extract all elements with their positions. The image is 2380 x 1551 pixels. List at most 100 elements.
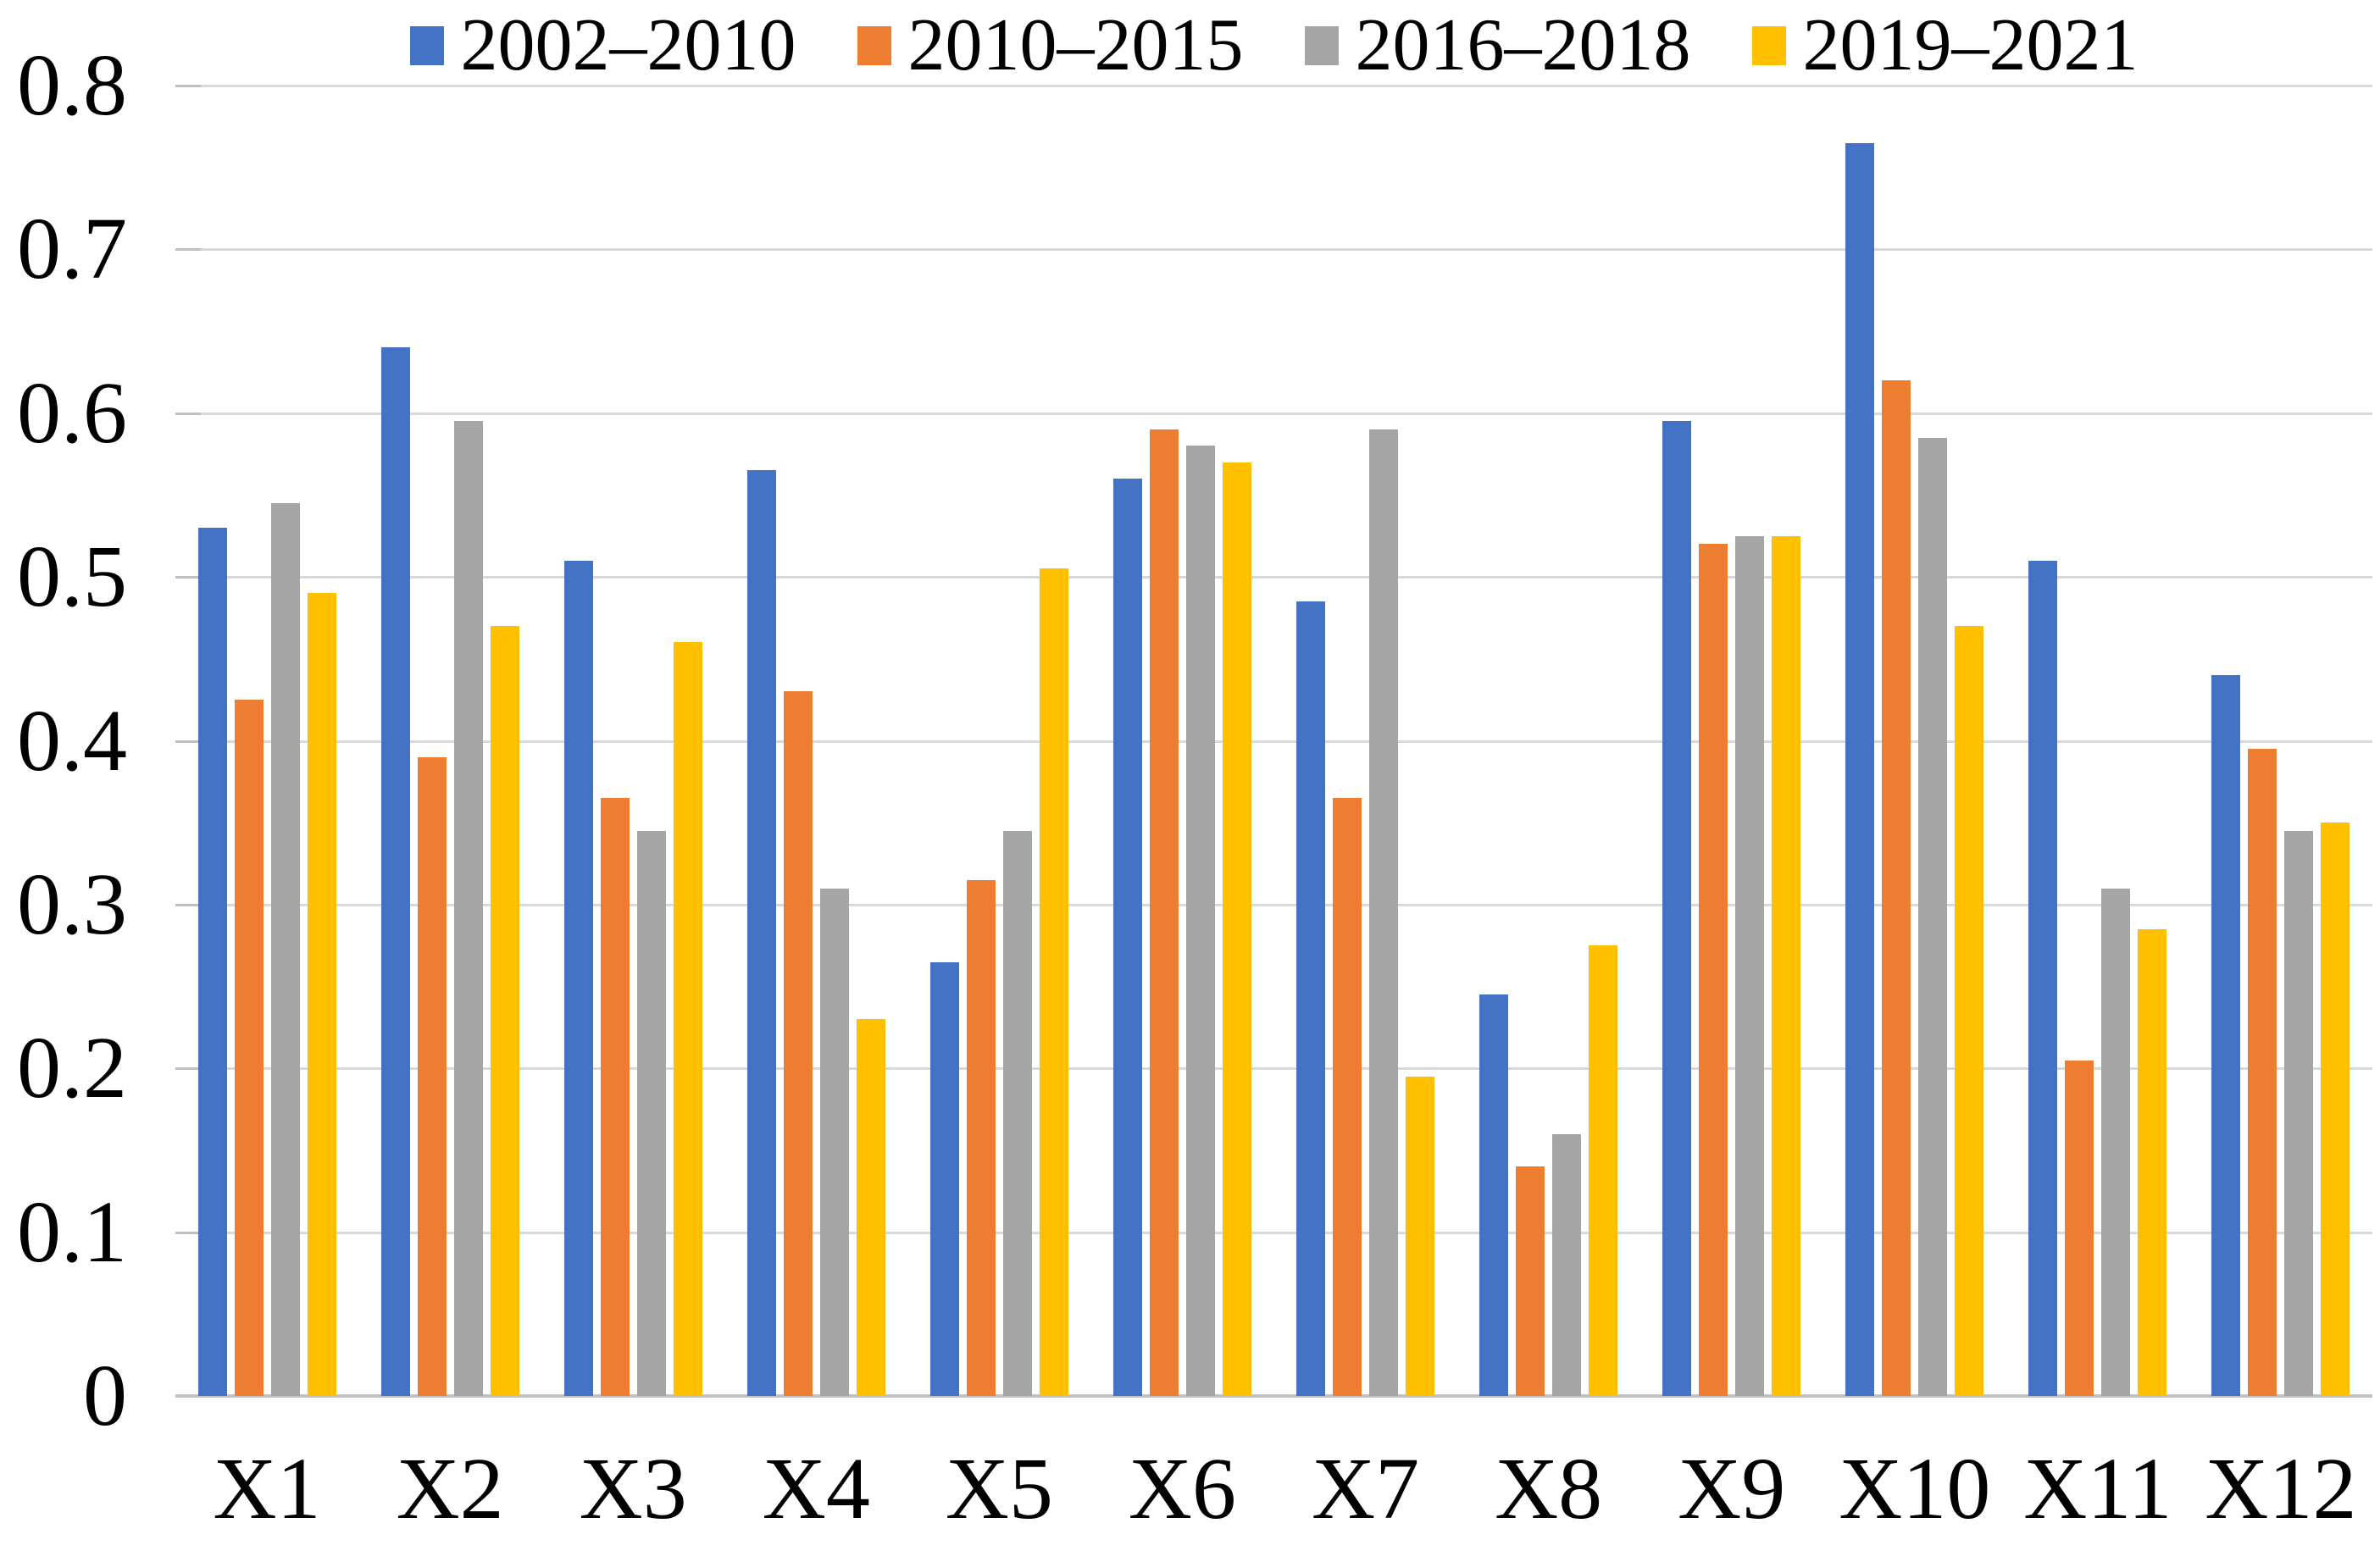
x-category-label: X12	[2205, 1440, 2357, 1537]
y-tick-mark	[175, 85, 201, 87]
y-tick-label: 0.7	[17, 200, 127, 298]
x-category-label: X2	[396, 1440, 504, 1537]
legend-label: 2002–2010	[460, 4, 796, 86]
bar-X8-2019-2021	[1589, 945, 1618, 1396]
bar-X6-2002-2010	[1112, 479, 1142, 1396]
y-tick-mark	[175, 248, 201, 252]
bar-X1-2002-2010	[197, 528, 227, 1396]
bar-X7-2016-2018	[1369, 429, 1399, 1396]
bar-X7-2019-2021	[1406, 1076, 1435, 1396]
bar-X2-2010-2015	[417, 756, 447, 1396]
bar-X8-2002-2010	[1479, 994, 1509, 1396]
legend-item: 2019–2021	[1751, 4, 2139, 86]
y-gridline	[175, 739, 2372, 743]
y-tick-label: 0.5	[17, 528, 127, 626]
legend-label: 2019–2021	[1802, 4, 2139, 86]
y-gridline	[175, 248, 2372, 252]
bar-X8-2016-2018	[1552, 1133, 1582, 1396]
bar-X8-2010-2015	[1516, 1166, 1545, 1396]
bar-X11-2016-2018	[2101, 888, 2131, 1396]
y-tick-label: 0.1	[17, 1183, 127, 1281]
bar-X3-2019-2021	[673, 642, 702, 1396]
bar-X10-2019-2021	[1955, 626, 1984, 1396]
x-category-label: X9	[1678, 1440, 1786, 1537]
y-gridline	[175, 903, 2372, 906]
bar-X6-2016-2018	[1185, 446, 1215, 1396]
bar-X10-2016-2018	[1918, 437, 1948, 1396]
bar-X5-2002-2010	[929, 961, 959, 1396]
legend-item: 2010–2015	[857, 8, 1244, 83]
y-gridline	[175, 85, 2372, 87]
bar-X10-2010-2015	[1882, 380, 1911, 1396]
y-tick-mark	[175, 412, 201, 415]
legend-label: 2010–2015	[907, 4, 1244, 86]
bar-X10-2002-2010	[1845, 142, 1875, 1396]
y-tick-label: 0.8	[17, 36, 127, 134]
bar-X2-2002-2010	[380, 347, 410, 1396]
bar-X11-2010-2015	[2065, 1060, 2094, 1396]
y-gridline	[175, 576, 2372, 579]
bar-X5-2019-2021	[1039, 568, 1068, 1396]
x-category-label: X7	[1311, 1440, 1420, 1537]
bar-X3-2016-2018	[636, 830, 666, 1396]
y-tick-mark	[175, 903, 201, 906]
y-gridline	[175, 1231, 2372, 1234]
bar-X12-2010-2015	[2248, 749, 2277, 1396]
legend-swatch-icon	[857, 26, 891, 65]
y-tick-mark	[175, 576, 201, 579]
bar-X4-2016-2018	[819, 888, 849, 1396]
y-tick-mark	[175, 1067, 201, 1071]
x-category-label: X4	[762, 1440, 870, 1537]
bar-X1-2019-2021	[307, 593, 336, 1396]
legend-swatch-icon	[1304, 26, 1339, 65]
x-category-label: X5	[945, 1440, 1053, 1537]
bar-X1-2016-2018	[270, 503, 300, 1396]
bar-X11-2019-2021	[2138, 928, 2167, 1396]
bar-X6-2019-2021	[1222, 462, 1251, 1396]
bar-X2-2019-2021	[490, 626, 519, 1396]
y-tick-label: 0.4	[17, 691, 127, 789]
bar-X4-2002-2010	[746, 470, 776, 1396]
legend-item: 2016–2018	[1304, 4, 1691, 86]
legend-swatch-icon	[409, 26, 444, 65]
bar-X9-2010-2015	[1699, 544, 1728, 1396]
x-category-label: X6	[1128, 1440, 1236, 1537]
x-category-label: X1	[213, 1440, 321, 1537]
bar-X9-2002-2010	[1662, 421, 1692, 1396]
bar-X5-2016-2018	[1002, 830, 1032, 1396]
bar-X2-2016-2018	[453, 421, 483, 1396]
bar-X12-2016-2018	[2284, 830, 2314, 1396]
x-category-label: X11	[2023, 1440, 2172, 1537]
y-tick-mark	[175, 739, 201, 743]
y-tick-label: 0.3	[17, 855, 127, 953]
legend-swatch-icon	[1751, 26, 1786, 65]
chart-legend: 2002–2010 2010–2015 2016–2018 2019–2021	[175, 8, 2372, 83]
y-tick-label: 0.6	[17, 363, 127, 462]
x-category-label: X10	[1839, 1440, 1991, 1537]
x-category-label: X8	[1495, 1440, 1603, 1537]
y-tick-label: 0	[83, 1347, 127, 1444]
y-gridline	[175, 1067, 2372, 1071]
y-tick-mark	[175, 1231, 201, 1234]
bar-X3-2010-2015	[600, 798, 630, 1396]
bar-X1-2010-2015	[234, 700, 264, 1396]
bar-X3-2002-2010	[563, 560, 593, 1396]
x-category-label: X3	[579, 1440, 687, 1537]
bar-X4-2019-2021	[856, 1019, 885, 1396]
bar-X7-2010-2015	[1333, 798, 1362, 1396]
bar-X9-2016-2018	[1735, 535, 1765, 1396]
y-gridline	[175, 412, 2372, 415]
bar-X5-2010-2015	[966, 879, 996, 1396]
bar-X6-2010-2015	[1149, 429, 1179, 1396]
bar-X4-2010-2015	[783, 691, 813, 1396]
bar-X9-2019-2021	[1772, 535, 1801, 1396]
legend-label: 2016–2018	[1355, 4, 1691, 86]
y-tick-label: 0.2	[17, 1019, 127, 1117]
legend-item: 2002–2010	[409, 4, 796, 86]
bar-X7-2002-2010	[1296, 601, 1326, 1396]
bar-X12-2002-2010	[2211, 675, 2241, 1396]
bar-X12-2019-2021	[2321, 823, 2350, 1396]
bar-X11-2002-2010	[2028, 560, 2058, 1396]
x-axis-line	[175, 1394, 2372, 1398]
